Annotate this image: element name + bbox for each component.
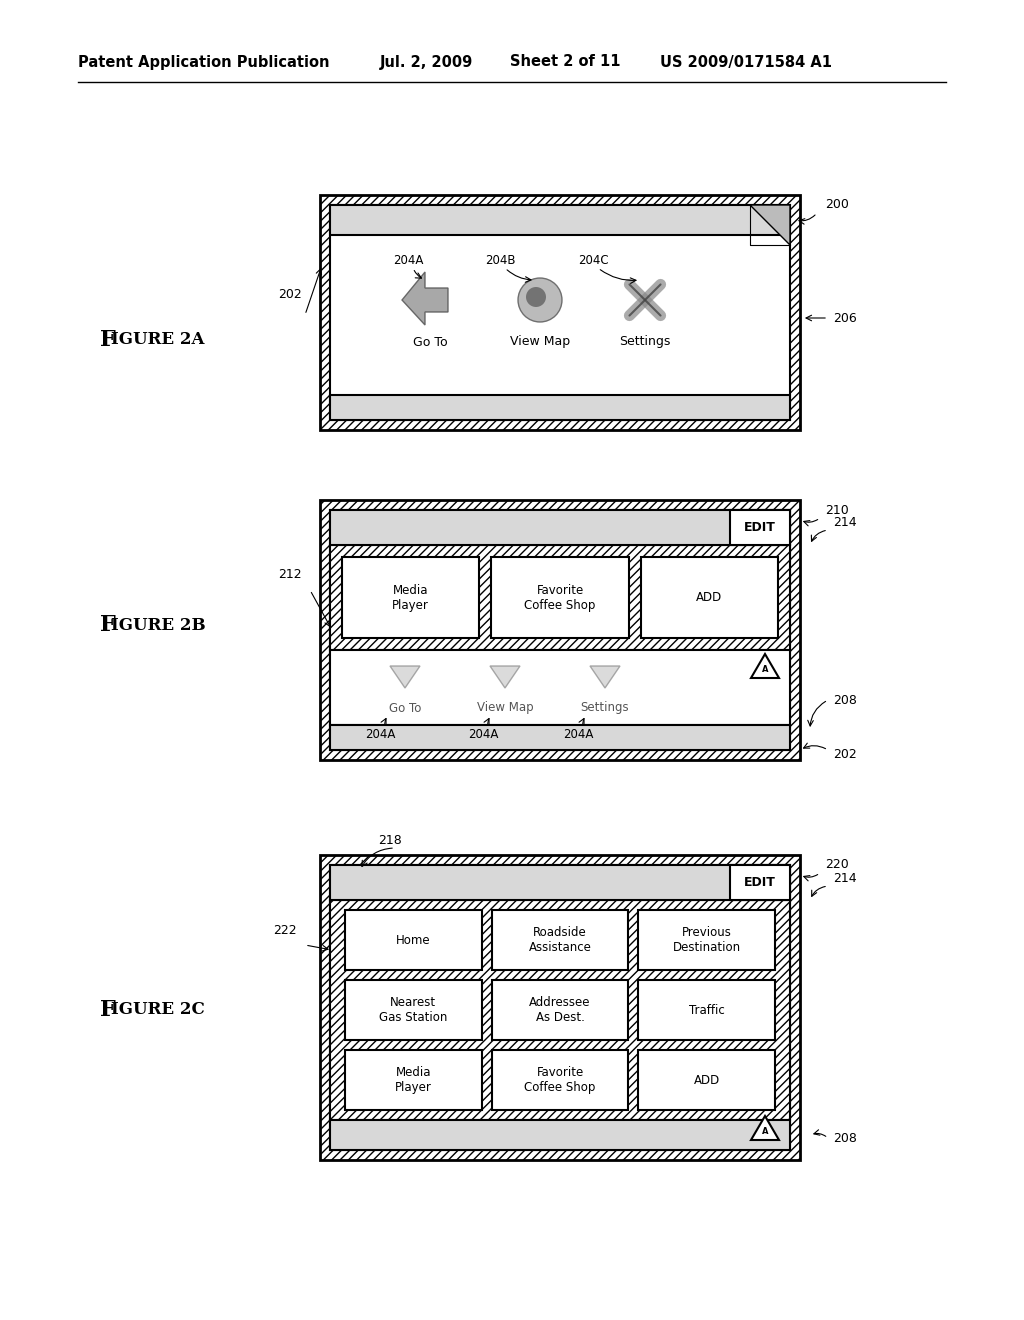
Bar — [330, 395, 790, 420]
Text: A: A — [762, 1127, 768, 1137]
Text: Settings: Settings — [620, 335, 671, 348]
Text: IGURE 2A: IGURE 2A — [111, 331, 205, 348]
Text: Favorite
Coffee Shop: Favorite Coffee Shop — [524, 583, 596, 611]
Text: Sheet 2 of 11: Sheet 2 of 11 — [510, 54, 621, 70]
Text: Nearest
Gas Station: Nearest Gas Station — [379, 997, 447, 1024]
Text: Go To: Go To — [413, 335, 447, 348]
Text: Patent Application Publication: Patent Application Publication — [78, 54, 330, 70]
Text: 214: 214 — [833, 871, 857, 884]
Text: 212: 212 — [279, 569, 302, 582]
Bar — [641, 557, 778, 638]
Bar — [330, 900, 790, 1119]
Text: Favorite
Coffee Shop: Favorite Coffee Shop — [524, 1067, 596, 1094]
Bar — [638, 979, 775, 1040]
Text: Previous
Destination: Previous Destination — [673, 927, 740, 954]
Text: Roadside
Assistance: Roadside Assistance — [528, 927, 592, 954]
Text: Traffic: Traffic — [689, 1003, 725, 1016]
Text: 204A: 204A — [365, 729, 395, 742]
Text: Media
Player: Media Player — [395, 1067, 432, 1094]
Text: 200: 200 — [825, 198, 849, 211]
Text: View Map: View Map — [477, 701, 534, 714]
Text: View Map: View Map — [510, 335, 570, 348]
Bar — [330, 649, 790, 725]
Bar — [345, 979, 481, 1040]
Bar — [492, 1049, 629, 1110]
Text: ADD: ADD — [696, 591, 723, 605]
Bar — [492, 557, 629, 638]
Text: 206: 206 — [833, 312, 857, 325]
Bar — [330, 510, 790, 750]
Bar — [342, 557, 479, 638]
Text: 202: 202 — [833, 748, 857, 762]
Text: 222: 222 — [273, 924, 297, 936]
Text: Settings: Settings — [581, 701, 630, 714]
Polygon shape — [402, 272, 449, 325]
Polygon shape — [590, 667, 620, 688]
Text: 204A: 204A — [393, 253, 423, 267]
Text: 214: 214 — [833, 516, 857, 528]
Text: 202: 202 — [279, 289, 302, 301]
Bar — [345, 909, 481, 970]
Text: F: F — [100, 614, 116, 636]
Bar — [638, 1049, 775, 1110]
Text: EDIT: EDIT — [744, 875, 776, 888]
Bar — [330, 205, 790, 235]
Circle shape — [526, 286, 546, 308]
Text: 208: 208 — [833, 693, 857, 706]
Bar — [319, 855, 800, 1160]
Text: 220: 220 — [825, 858, 849, 871]
Text: Jul. 2, 2009: Jul. 2, 2009 — [380, 54, 473, 70]
Bar — [730, 510, 790, 545]
Bar — [330, 510, 790, 545]
Text: 210: 210 — [825, 503, 849, 516]
Circle shape — [518, 279, 562, 322]
Polygon shape — [751, 653, 779, 678]
Polygon shape — [390, 667, 420, 688]
Bar — [319, 500, 800, 760]
Bar — [730, 865, 790, 900]
Text: Go To: Go To — [389, 701, 421, 714]
Text: 204C: 204C — [578, 253, 608, 267]
Text: ADD: ADD — [693, 1073, 720, 1086]
Bar — [330, 725, 790, 750]
Text: Addressee
As Dest.: Addressee As Dest. — [529, 997, 591, 1024]
Bar — [330, 865, 790, 1150]
Bar — [492, 979, 629, 1040]
Text: Media
Player: Media Player — [392, 583, 429, 611]
Polygon shape — [490, 667, 520, 688]
Bar — [330, 545, 790, 649]
Bar — [492, 909, 629, 970]
Polygon shape — [750, 205, 790, 246]
Text: Home: Home — [396, 933, 431, 946]
Bar — [330, 1119, 790, 1150]
Polygon shape — [751, 1115, 779, 1140]
Text: US 2009/0171584 A1: US 2009/0171584 A1 — [660, 54, 831, 70]
Text: 208: 208 — [833, 1131, 857, 1144]
Bar — [345, 1049, 481, 1110]
Bar — [330, 205, 790, 420]
Text: IGURE 2B: IGURE 2B — [111, 616, 206, 634]
Bar — [330, 865, 790, 900]
Text: IGURE 2C: IGURE 2C — [111, 1002, 205, 1019]
Text: F: F — [100, 999, 116, 1020]
Text: F: F — [100, 329, 116, 351]
Bar — [319, 195, 800, 430]
Bar — [638, 909, 775, 970]
Text: EDIT: EDIT — [744, 521, 776, 535]
Text: 218: 218 — [378, 833, 401, 846]
Text: 204B: 204B — [484, 253, 515, 267]
Text: 204A: 204A — [468, 729, 499, 742]
Text: 204A: 204A — [563, 729, 593, 742]
Text: A: A — [762, 665, 768, 675]
